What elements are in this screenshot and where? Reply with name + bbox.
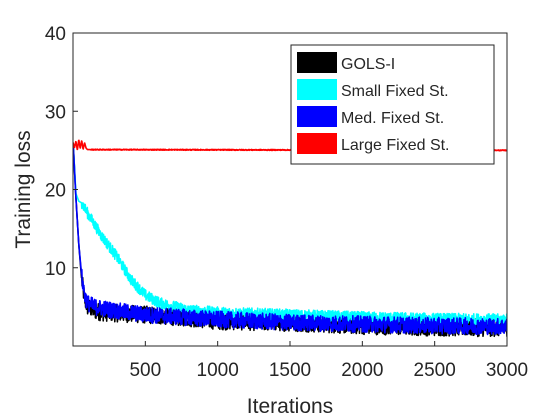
y-tick-label: 40 xyxy=(45,24,66,45)
y-tick-label: 20 xyxy=(45,181,66,202)
y-tick-label: 30 xyxy=(45,102,66,123)
x-tick-label: 1500 xyxy=(269,360,311,381)
legend-swatch xyxy=(297,133,337,154)
x-tick-label: 2000 xyxy=(341,360,383,381)
legend: GOLS-I Small Fixed St. Med. Fixed St. Large… xyxy=(290,44,495,165)
legend-swatch xyxy=(297,79,337,100)
series-line-1 xyxy=(73,142,507,326)
series-line-2 xyxy=(73,142,507,336)
x-tick-label: 3000 xyxy=(486,360,528,381)
y-tick-label: 10 xyxy=(45,259,66,280)
legend-label: GOLS-I xyxy=(341,56,395,73)
y-axis-label: Training loss xyxy=(12,130,35,248)
legend-label: Med. Fixed St. xyxy=(341,110,444,127)
x-axis-label: Iterations xyxy=(247,395,333,418)
x-tick-label: 500 xyxy=(129,360,161,381)
x-tick-label: 1000 xyxy=(197,360,239,381)
legend-swatch xyxy=(297,52,337,73)
x-tick-label: 2500 xyxy=(414,360,456,381)
legend-label: Large Fixed St. xyxy=(341,137,450,154)
legend-swatch xyxy=(297,106,337,127)
series-layer xyxy=(73,139,507,338)
legend-label: Small Fixed St. xyxy=(341,83,449,100)
ticks-layer: 500 1000 1500 2000 2500 3000 10 20 30 40 xyxy=(45,24,528,381)
